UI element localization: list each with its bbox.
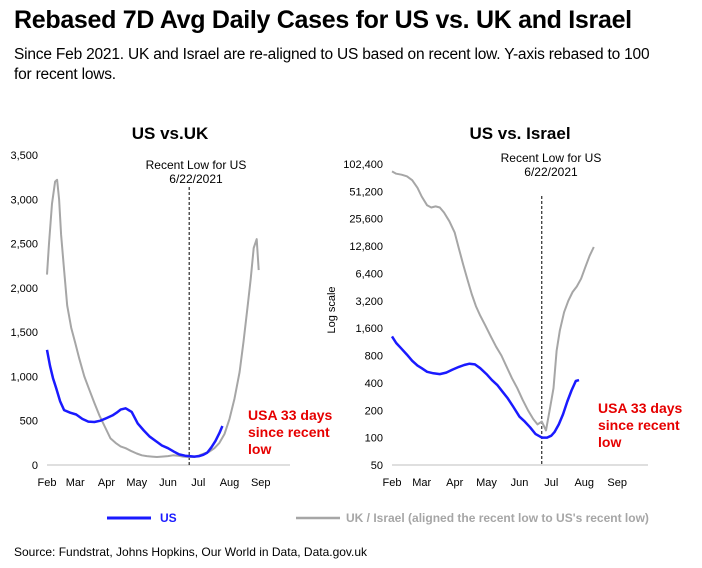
panel-title-us-vs-uk: US vs.UK — [132, 124, 209, 143]
x-tick-label: Jul — [544, 477, 558, 489]
y-tick-label: 51,200 — [349, 186, 383, 198]
vline-label-line1: Recent Low for US — [146, 158, 247, 172]
source-note: Source: Fundstrat, Johns Hopkins, Our Wo… — [14, 545, 368, 559]
annotation-us-vs-uk: USA 33 days since recent low — [248, 407, 332, 458]
y-tick-label: 50 — [371, 460, 383, 472]
chart-title: Rebased 7D Avg Daily Cases for US vs. UK… — [14, 6, 632, 34]
series-line-us — [390, 335, 580, 439]
vline-label-line2: 6/22/2021 — [524, 165, 578, 179]
y-tick-label: 25,600 — [349, 214, 383, 226]
x-tick-label: Sep — [607, 477, 627, 489]
annotation-line: since recent — [248, 424, 330, 440]
annotation-line: USA 33 days — [598, 400, 683, 416]
y-tick-label: 3,200 — [355, 296, 383, 308]
x-tick-label: Feb — [38, 477, 57, 489]
vline-label-line2: 6/22/2021 — [169, 172, 223, 186]
annotation-us-vs-israel: USA 33 days since recent low — [598, 400, 682, 451]
y-tick-label: 1,500 — [10, 327, 38, 339]
y-tick-label: 0 — [32, 460, 38, 472]
y-tick-label: 1,600 — [355, 323, 383, 335]
chart-subtitle: Since Feb 2021. UK and Israel are re-ali… — [14, 46, 650, 83]
y-tick-label: 400 — [365, 378, 383, 390]
x-tick-label: Apr — [446, 477, 463, 489]
series-line-israel — [391, 170, 595, 432]
vline-label-line1: Recent Low for US — [501, 151, 602, 165]
panel-us-vs-israel: US vs. Israel Recent Low for US 6/22/202… — [326, 124, 648, 489]
y-tick-label: 3,000 — [10, 194, 38, 206]
y-tick-label: 100 — [365, 433, 383, 445]
y-axis-label: Log scale — [326, 286, 338, 333]
y-tick-label: 1,000 — [10, 371, 38, 383]
x-tick-label: Feb — [383, 477, 402, 489]
x-tick-label: Aug — [574, 477, 594, 489]
y-tick-label: 12,800 — [349, 241, 383, 253]
y-tick-label: 500 — [20, 416, 38, 428]
x-tick-label: Jun — [159, 477, 177, 489]
x-tick-label: Mar — [412, 477, 431, 489]
legend-us-label: US — [160, 511, 177, 525]
series-line-us — [45, 349, 224, 458]
x-tick-label: Apr — [98, 477, 115, 489]
y-tick-label: 200 — [365, 405, 383, 417]
x-tick-label: Jun — [511, 477, 529, 489]
x-tick-label: Mar — [66, 477, 85, 489]
y-tick-label: 3,500 — [10, 150, 38, 162]
annotation-line: low — [598, 434, 622, 450]
panel-us-vs-uk: US vs.UK Recent Low for US 6/22/2021 0 50… — [10, 124, 290, 489]
y-tick-label: 102,400 — [343, 159, 383, 171]
series-line-uk — [46, 178, 260, 458]
x-tick-label: Aug — [220, 477, 240, 489]
x-tick-label: May — [126, 477, 147, 489]
y-tick-label: 2,000 — [10, 283, 38, 295]
x-tick-label: Sep — [251, 477, 271, 489]
y-tick-label: 800 — [365, 351, 383, 363]
annotation-line: low — [248, 441, 272, 457]
panel-title-us-vs-israel: US vs. Israel — [469, 124, 570, 143]
legend-uk-israel-label: UK / Israel (aligned the recent low to U… — [346, 511, 649, 525]
x-tick-label: May — [476, 477, 497, 489]
annotation-line: since recent — [598, 417, 680, 433]
x-tick-label: Jul — [191, 477, 205, 489]
y-tick-label: 6,400 — [355, 268, 383, 280]
y-tick-label: 2,500 — [10, 239, 38, 251]
annotation-line: USA 33 days — [248, 407, 333, 423]
